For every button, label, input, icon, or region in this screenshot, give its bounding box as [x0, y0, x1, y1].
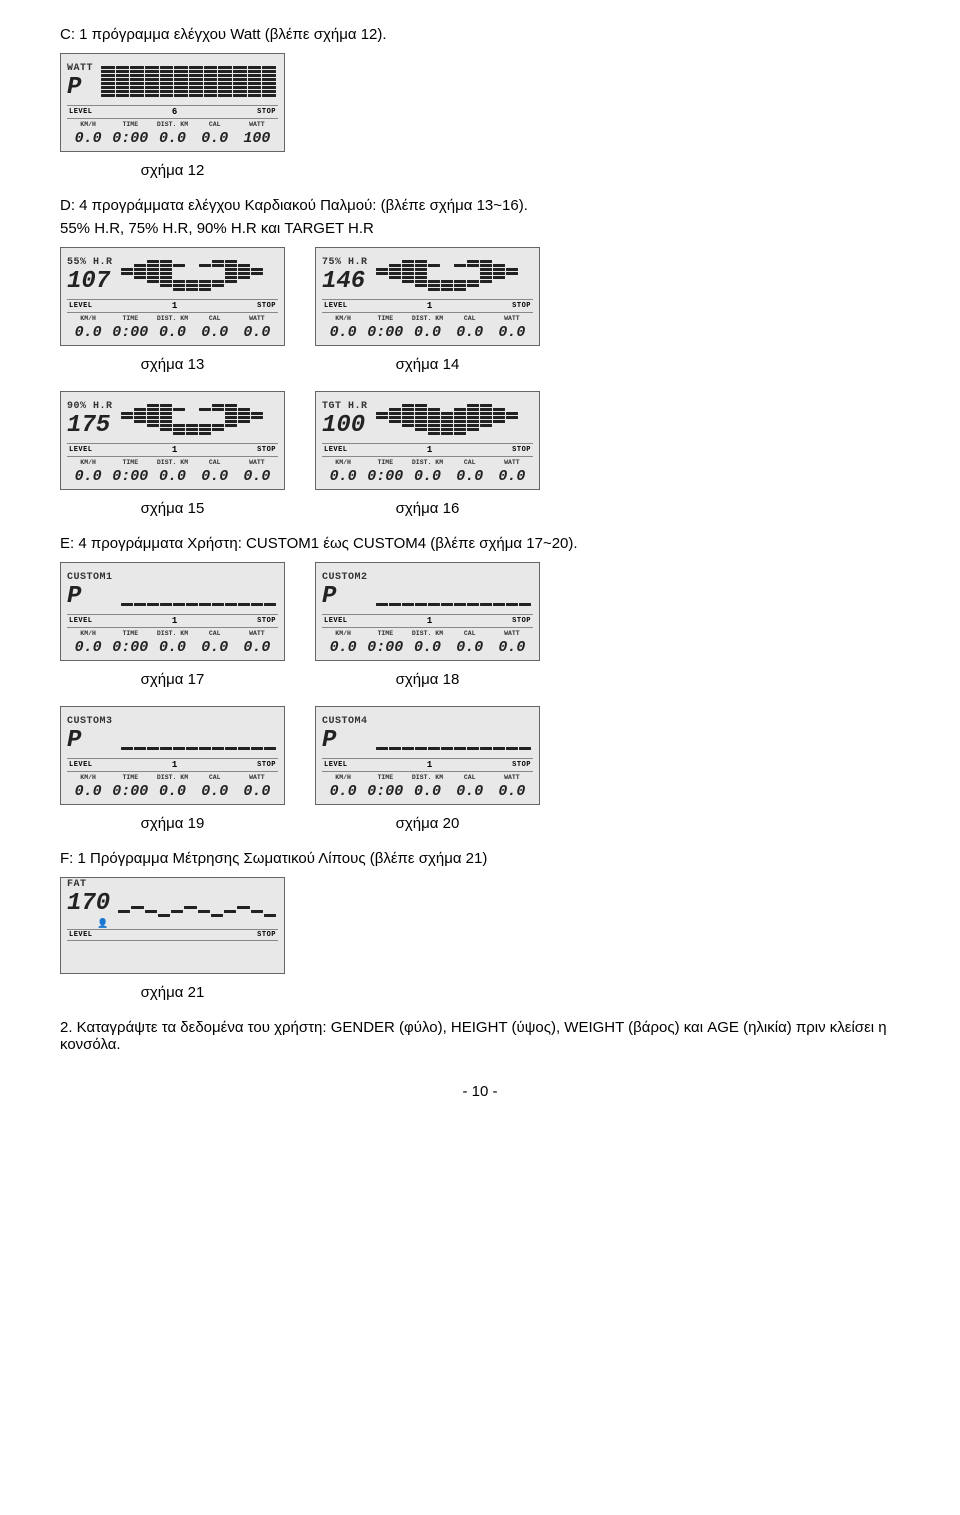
lcd-midbar: LEVELSTOP	[67, 929, 278, 941]
caption-21: σχήμα 21	[60, 984, 285, 1001]
caption-18: σχήμα 18	[315, 671, 540, 688]
lcd-mode-label: 90% H.R	[67, 401, 113, 412]
text-section-f: F: 1 Πρόγραμμα Μέτρησης Σωματικού Λίπους…	[60, 850, 900, 867]
lcd-column-labels: KM/HTIMEDIST. KMCALWATT	[322, 459, 533, 466]
lcd-readouts: 0.00:000.00.00.0	[67, 783, 278, 800]
figure-12: WATT P LEVEL6STOP KM/HTIMEDIST. KMCALWATT 0.…	[60, 53, 900, 152]
user-icon: 👤	[97, 918, 108, 929]
lcd-mode-label: FAT	[67, 879, 110, 890]
text-section-d2: 55% H.R, 75% H.R, 90% H.R και TARGET H.R	[60, 220, 900, 237]
caption-12: σχήμα 12	[60, 162, 285, 179]
page-footer: - 10 -	[60, 1083, 900, 1100]
lcd-mode-label: CUSTOM1	[67, 572, 113, 583]
lcd-profile-graph	[119, 260, 278, 291]
figure-15: 90% H.R 175 LEVEL1STOP KM/HTIMEDIST. KMCALW…	[60, 391, 285, 490]
lcd-column-labels: KM/HTIMEDIST. KMCALWATT	[67, 943, 278, 950]
figure-13: 55% H.R 107 LEVEL1STOP KM/HTIMEDIST. KMCALW…	[60, 247, 285, 346]
caption-13: σχήμα 13	[60, 356, 285, 373]
lcd-column-labels: KM/HTIMEDIST. KMCALWATT	[67, 459, 278, 466]
lcd-profile-graph	[374, 575, 533, 606]
lcd-readouts: 0.00.00.00.00.0	[67, 952, 278, 969]
lcd-profile-graph	[119, 404, 278, 435]
lcd-column-labels: KM/HTIMEDIST. KMCALWATT	[67, 121, 278, 128]
figure-20: CUSTOM4 P LEVEL1STOP KM/HTIMEDIST. KMCALWAT…	[315, 706, 540, 805]
caption-16: σχήμα 16	[315, 500, 540, 517]
lcd-column-labels: KM/HTIMEDIST. KMCALWATT	[67, 774, 278, 781]
caption-15: σχήμα 15	[60, 500, 285, 517]
caption-17: σχήμα 17	[60, 671, 285, 688]
text-section-c: C: 1 πρόγραμμα ελέγχου Watt (βλέπε σχήμα…	[60, 26, 900, 43]
lcd-midbar: LEVEL1STOP	[322, 614, 533, 628]
lcd-mode-label: 75% H.R	[322, 257, 368, 268]
text-section-2: 2. Καταγράψτε τα δεδομένα του χρήστη: GE…	[60, 1019, 900, 1053]
lcd-mode-value: 146	[322, 270, 368, 294]
figure-21: FAT 170 👤LEVELSTOP KM/HTIMEDIST. KMCALWATT 0…	[60, 877, 900, 974]
lcd-midbar: LEVEL1STOP	[322, 299, 533, 313]
caption-20: σχήμα 20	[315, 815, 540, 832]
lcd-midbar: LEVEL1STOP	[67, 299, 278, 313]
lcd-readouts: 0.00:000.00.0100	[67, 130, 278, 147]
lcd-readouts: 0.00:000.00.00.0	[67, 468, 278, 485]
figure-17: CUSTOM1 P LEVEL1STOP KM/HTIMEDIST. KMCALWAT…	[60, 562, 285, 661]
lcd-readouts: 0.00:000.00.00.0	[322, 783, 533, 800]
lcd-column-labels: KM/HTIMEDIST. KMCALWATT	[322, 774, 533, 781]
lcd-mode-value: 107	[67, 270, 113, 294]
lcd-mode-label: CUSTOM2	[322, 572, 368, 583]
lcd-profile-graph	[119, 575, 278, 606]
lcd-mode-value: 175	[67, 414, 113, 438]
lcd-profile-graph	[99, 66, 278, 97]
lcd-mode-label: 55% H.R	[67, 257, 113, 268]
lcd-mode-label: CUSTOM3	[67, 716, 113, 727]
lcd-profile-graph	[119, 719, 278, 750]
figure-14: 75% H.R 146 LEVEL1STOP KM/HTIMEDIST. KMCALW…	[315, 247, 540, 346]
lcd-mode-value: P	[67, 729, 113, 753]
lcd-column-labels: KM/HTIMEDIST. KMCALWATT	[322, 315, 533, 322]
lcd-mode-value: 170	[67, 892, 110, 916]
lcd-midbar: LEVEL1STOP	[67, 614, 278, 628]
lcd-mode-value: P	[67, 585, 113, 609]
lcd-midbar: LEVEL1STOP	[67, 758, 278, 772]
figure-18: CUSTOM2 P LEVEL1STOP KM/HTIMEDIST. KMCALWAT…	[315, 562, 540, 661]
lcd-mode-label: WATT	[67, 63, 93, 74]
lcd-profile-graph	[374, 719, 533, 750]
lcd-readouts: 0.00:000.00.00.0	[322, 468, 533, 485]
lcd-midbar: LEVEL1STOP	[67, 443, 278, 457]
lcd-readouts: 0.00:000.00.00.0	[67, 639, 278, 656]
lcd-profile-graph	[116, 890, 278, 921]
lcd-midbar: LEVEL6STOP	[67, 105, 278, 119]
lcd-readouts: 0.00:000.00.00.0	[322, 324, 533, 341]
text-section-d: D: 4 προγράμματα ελέγχου Καρδιακού Παλμο…	[60, 197, 900, 214]
caption-14: σχήμα 14	[315, 356, 540, 373]
lcd-profile-graph	[374, 404, 533, 435]
lcd-column-labels: KM/HTIMEDIST. KMCALWATT	[322, 630, 533, 637]
figure-16: TGT H.R 100 LEVEL1STOP KM/HTIMEDIST. KMCALW…	[315, 391, 540, 490]
lcd-column-labels: KM/HTIMEDIST. KMCALWATT	[67, 630, 278, 637]
lcd-mode-label: CUSTOM4	[322, 716, 368, 727]
lcd-mode-value: P	[322, 585, 368, 609]
lcd-midbar: LEVEL1STOP	[322, 758, 533, 772]
lcd-mode-value: P	[67, 76, 93, 100]
text-section-e: E: 4 προγράμματα Χρήστη: CUSTOM1 έως CUS…	[60, 535, 900, 552]
caption-19: σχήμα 19	[60, 815, 285, 832]
figure-19: CUSTOM3 P LEVEL1STOP KM/HTIMEDIST. KMCALWAT…	[60, 706, 285, 805]
lcd-readouts: 0.00:000.00.00.0	[322, 639, 533, 656]
lcd-mode-value: P	[322, 729, 368, 753]
lcd-profile-graph	[374, 260, 533, 291]
lcd-midbar: LEVEL1STOP	[322, 443, 533, 457]
lcd-mode-value: 100	[322, 414, 368, 438]
lcd-column-labels: KM/HTIMEDIST. KMCALWATT	[67, 315, 278, 322]
lcd-mode-label: TGT H.R	[322, 401, 368, 412]
lcd-readouts: 0.00:000.00.00.0	[67, 324, 278, 341]
